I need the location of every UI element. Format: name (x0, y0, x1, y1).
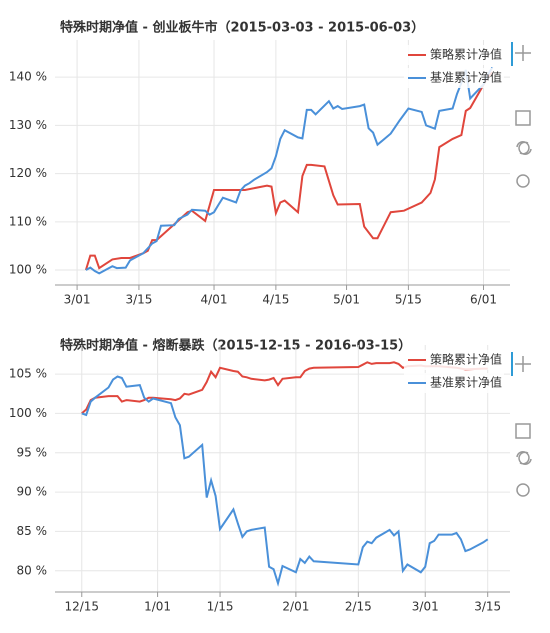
x-tick-label: 5/15 (395, 293, 422, 307)
toolbox (511, 42, 532, 497)
x-tick-label: 3/01 (412, 600, 439, 614)
legend-label: 基准累计净值 (430, 375, 502, 390)
legend-label: 基准累计净值 (430, 70, 502, 85)
y-tick-label: 140 % (9, 70, 47, 84)
chart-title: 特殊时期净值 - 熔断暴跌（2015-12-15 - 2016-03-15） (60, 338, 411, 354)
series-line (81, 361, 488, 415)
toolbox-refresh[interactable] (516, 141, 532, 155)
x-tick-label: 4/15 (262, 293, 289, 307)
x-tick-label: 3/15 (125, 293, 152, 307)
x-tick-label: 1/15 (207, 600, 234, 614)
x-tick-label: 6/01 (470, 293, 497, 307)
y-tick-label: 105 % (9, 367, 47, 381)
y-tick-label: 80 % (17, 563, 48, 577)
legend-label: 策略累计净值 (430, 47, 502, 62)
toolbox-zoom[interactable] (516, 174, 530, 188)
legend-bg (404, 68, 504, 88)
x-tick-label: 3/01 (64, 293, 91, 307)
legend-label: 策略累计净值 (430, 352, 502, 367)
toolbox-move[interactable] (515, 356, 531, 372)
x-tick-label: 4/01 (201, 293, 228, 307)
x-tick-label: 3/15 (474, 600, 501, 614)
toolbox-zoom[interactable] (516, 483, 530, 497)
y-tick-label: 110 % (9, 214, 47, 228)
legend-bg (404, 45, 504, 65)
chart-title: 特殊时期净值 - 创业板牛市（2015-03-03 - 2015-06-03） (60, 20, 424, 36)
toolbox-move[interactable] (515, 45, 531, 61)
legend-bg (404, 373, 504, 393)
toolbox-refresh[interactable] (516, 451, 532, 465)
toolbox-save[interactable] (515, 423, 531, 439)
x-tick-label: 2/15 (345, 600, 372, 614)
x-tick-label: 5/01 (333, 293, 360, 307)
y-tick-label: 120 % (9, 166, 47, 180)
y-tick-label: 100 % (9, 263, 47, 277)
x-tick-label: 1/01 (144, 600, 171, 614)
legend-bg (404, 350, 504, 370)
y-tick-label: 95 % (17, 445, 48, 459)
y-tick-label: 130 % (9, 118, 47, 132)
series-line (81, 375, 489, 587)
y-tick-label: 90 % (17, 485, 48, 499)
charts: 特殊时期净值 - 创业板牛市（2015-03-03 - 2015-06-03） 1… (9, 20, 510, 614)
x-tick-label: 12/15 (64, 600, 99, 614)
series-line (85, 66, 494, 275)
x-tick-label: 2/01 (282, 600, 309, 614)
toolbox-save[interactable] (515, 110, 531, 126)
y-tick-label: 100 % (9, 406, 47, 420)
y-tick-label: 85 % (17, 524, 48, 538)
series-line (84, 71, 494, 271)
